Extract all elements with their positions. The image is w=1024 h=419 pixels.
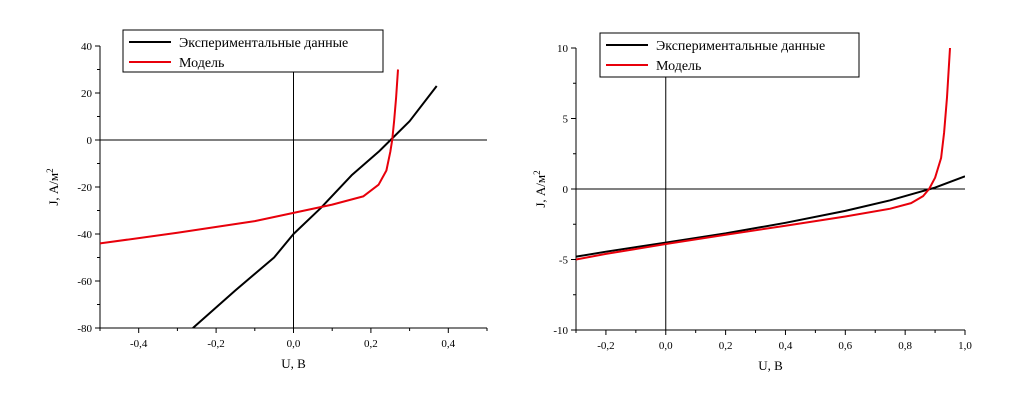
y-tick-label: -40 xyxy=(77,229,92,241)
x-tick-label: 0,0 xyxy=(659,340,673,352)
chart-2: -0,2 0,0 0,2 0,4 0,6 0,8 1,0 -10 -5 0 5 10 U, В J, А/… xyxy=(532,32,972,373)
y-tick-label: -60 xyxy=(77,276,92,288)
x-tick-label: 0,4 xyxy=(779,340,793,352)
legend-label: Модель xyxy=(656,59,701,74)
x-tick-label: 0,0 xyxy=(287,338,301,350)
x-tick-label: 0,8 xyxy=(898,340,912,352)
x-tick-label: -0,4 xyxy=(130,338,148,350)
y-axis-title: J, А/м2 xyxy=(532,170,548,207)
series-line-1 xyxy=(192,85,438,328)
y-tick-label: 10 xyxy=(557,43,569,55)
y-axis-title: J, А/м2 xyxy=(45,168,61,205)
y-tick-label: 0 xyxy=(563,184,569,196)
y-tick-label: 40 xyxy=(81,41,93,53)
y-tick-label: 20 xyxy=(81,88,93,100)
x-tick-label: 0,2 xyxy=(364,338,378,350)
x-tick-label: -0,2 xyxy=(207,338,224,350)
x-tick-label: 1,0 xyxy=(958,340,972,352)
legend-label: Экспериментальные данные xyxy=(656,39,825,54)
y-tick-label: -80 xyxy=(77,323,92,335)
y-axis-title-superscript: 2 xyxy=(532,170,542,175)
x-tick-label: 0,6 xyxy=(838,340,852,352)
x-tick-label: -0,2 xyxy=(597,340,614,352)
chart-1: -0,4 -0,2 0,0 0,2 0,4 -80 -60 -40 -20 0 20 40 U, В J,… xyxy=(45,29,488,371)
y-tick-label: -5 xyxy=(559,255,569,267)
legend-box xyxy=(599,32,860,78)
legend: Экспериментальные данные Модель xyxy=(599,32,860,78)
legend-label: Экспериментальные данные xyxy=(179,36,348,51)
x-axis-title: U, В xyxy=(281,356,306,371)
x-tick-label: 0,4 xyxy=(441,338,455,350)
legend: Экспериментальные данные Модель xyxy=(122,29,384,73)
y-tick-label: -20 xyxy=(77,182,92,194)
y-tick-label: 0 xyxy=(87,135,93,147)
series-line-1 xyxy=(576,175,965,258)
y-axis-title-superscript: 2 xyxy=(45,168,55,173)
x-axis-title: U, В xyxy=(758,358,783,373)
legend-box xyxy=(122,29,384,73)
x-tick-label: 0,2 xyxy=(719,340,733,352)
series-line-2 xyxy=(576,48,951,261)
legend-label: Модель xyxy=(179,56,224,71)
y-tick-label: -10 xyxy=(553,325,568,337)
series-line-2 xyxy=(100,69,399,245)
y-tick-label: 5 xyxy=(563,114,569,126)
